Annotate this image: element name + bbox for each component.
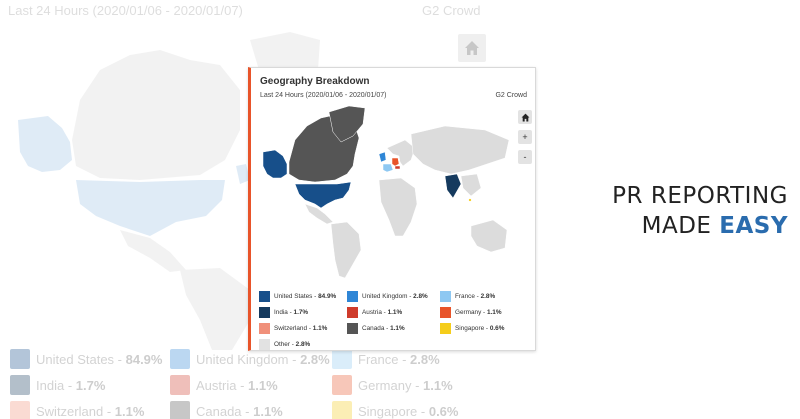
- legend-label: Germany: [455, 308, 482, 316]
- legend-label: India: [274, 308, 288, 316]
- legend-swatch: [259, 290, 270, 302]
- legend-item: Germany - 1.1%: [440, 306, 528, 318]
- zoom-out-button[interactable]: -: [518, 150, 532, 164]
- tagline-plain: MADE: [641, 213, 720, 239]
- tagline-accent: EASY: [719, 213, 788, 239]
- bg-region-alaska: [18, 116, 72, 172]
- legend-value: 84.9%: [318, 292, 337, 300]
- region-usa: [294, 181, 352, 209]
- legend-label: Singapore: [455, 324, 485, 332]
- region-greenland: [328, 105, 366, 143]
- bg-region-mexico: [120, 230, 186, 272]
- legend-value: 1.1%: [387, 308, 403, 316]
- background-legend: United States - 84.9% United Kingdom - 2…: [10, 346, 530, 419]
- legend-value: 2.8%: [480, 292, 496, 300]
- legend-label: Austria: [362, 308, 382, 316]
- legend-value: 2.8%: [295, 340, 311, 348]
- legend-item: Singapore - 0.6%: [440, 322, 528, 334]
- legend-swatch: [347, 322, 358, 334]
- legend-item: Switzerland - 1.1%: [259, 322, 347, 334]
- legend-swatch: [440, 290, 451, 302]
- legend-item: Canada - 1.1%: [347, 322, 440, 334]
- region-asia: [410, 125, 510, 175]
- geography-widget: Geography Breakdown Last 24 Hours (2020/…: [248, 67, 536, 351]
- background-brand: G2 Crowd: [422, 3, 481, 18]
- region-se-asia: [460, 173, 482, 197]
- legend-label: Switzerland: [274, 324, 308, 332]
- zoom-in-button[interactable]: +: [518, 130, 532, 144]
- legend-label: Canada: [362, 324, 385, 332]
- region-india: [444, 173, 462, 199]
- legend-value: 1.1%: [312, 324, 328, 332]
- legend-value: 1.1%: [390, 324, 405, 332]
- widget-title: Geography Breakdown: [260, 76, 370, 87]
- tagline-line2: MADE EASY: [612, 211, 788, 241]
- background-subtitle: Last 24 Hours (2020/01/06 - 2020/01/07): [8, 3, 243, 18]
- region-uk: [378, 151, 387, 163]
- widget-subtitle: Last 24 Hours (2020/01/06 - 2020/01/07): [260, 92, 387, 99]
- legend-item: France - 2.8%: [440, 290, 528, 302]
- region-europe: [386, 139, 416, 167]
- legend-item: United Kingdom - 2.8%: [347, 290, 440, 302]
- widget-brand: G2 Crowd: [495, 92, 527, 99]
- legend-value: 1.7%: [293, 308, 309, 316]
- region-mexico: [304, 203, 334, 225]
- legend-value: 0.6%: [489, 324, 505, 332]
- legend-value: 2.8%: [413, 292, 428, 300]
- legend-swatch: [259, 338, 270, 350]
- bg-region-south-america: [180, 268, 250, 350]
- region-australia: [470, 219, 508, 253]
- legend-item: India - 1.7%: [259, 306, 347, 318]
- legend-item: United States - 84.9%: [259, 290, 347, 302]
- legend-item: Austria - 1.1%: [347, 306, 440, 318]
- tagline-line1: PR REPORTING: [612, 183, 788, 209]
- legend-label: United Kingdom: [362, 292, 408, 300]
- legend-swatch: [347, 306, 358, 318]
- legend-swatch: [440, 306, 451, 318]
- bg-region-usa: [76, 180, 225, 236]
- map-home-button[interactable]: [518, 110, 532, 124]
- legend-value: 1.1%: [486, 308, 502, 316]
- region-alaska: [262, 149, 288, 179]
- region-austria: [394, 165, 401, 170]
- bg-region-iceland: [236, 164, 250, 184]
- background-home-button: [458, 34, 486, 62]
- legend-swatch: [347, 290, 358, 302]
- legend-label: United States: [274, 292, 313, 300]
- region-singapore: [468, 198, 472, 202]
- legend-swatch: [259, 322, 270, 334]
- world-map[interactable]: [255, 104, 515, 282]
- legend-label: France: [455, 292, 475, 300]
- legend-swatch: [259, 306, 270, 318]
- tagline: PR REPORTING MADE EASY: [612, 181, 788, 241]
- region-south-america: [330, 221, 362, 279]
- home-icon: [521, 113, 529, 121]
- bg-region-canada: [72, 50, 240, 180]
- home-icon: [465, 41, 479, 55]
- legend-label: Other: [274, 340, 290, 348]
- region-germany: [391, 157, 400, 167]
- map-legend: United States - 84.9% United Kingdom - 2…: [259, 288, 529, 352]
- region-france: [382, 163, 394, 173]
- legend-swatch: [440, 322, 451, 334]
- region-africa: [378, 177, 418, 237]
- legend-item: Other - 2.8%: [259, 338, 347, 350]
